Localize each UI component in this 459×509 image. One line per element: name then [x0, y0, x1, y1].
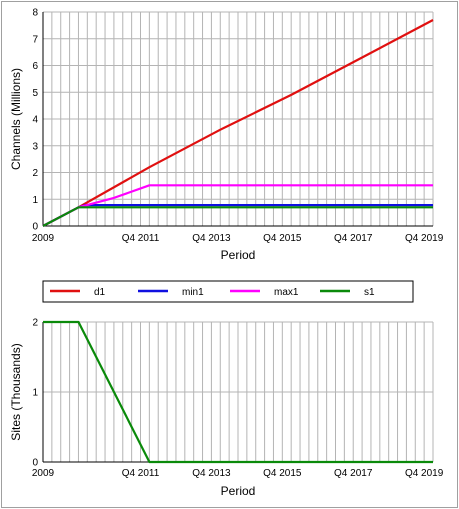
- x-tick-label: Q4 2011: [122, 468, 160, 479]
- y-tick-label: 2: [32, 318, 38, 329]
- series-line-s1: [42, 206, 433, 227]
- legend-box: [42, 280, 414, 303]
- y-tick-label: 7: [32, 34, 38, 45]
- y-tick-label: 0: [32, 458, 38, 469]
- y-axis-title: Sites (Thousands): [9, 343, 23, 440]
- legend-label-min1: min1: [182, 287, 204, 298]
- legend-label-max1: max1: [274, 287, 299, 298]
- x-tick-label: Q4 2015: [263, 468, 302, 479]
- legend-label-s1: s1: [364, 287, 375, 298]
- y-tick-label: 4: [32, 115, 38, 126]
- series-line-s1: [43, 320, 433, 464]
- chart-1: 0 1 2 3 4 5 6 7 8 2009 Q4 2011 Q4 2013 Q4 2015 Q4 201…: [9, 8, 444, 263]
- grid: [42, 11, 434, 227]
- legend: d1 min1 max1 s1: [42, 280, 414, 303]
- y-tick-label: 8: [32, 8, 38, 19]
- x-tick-label: 2009: [32, 468, 55, 479]
- x-tick-label: 2009: [32, 233, 55, 244]
- y-tick-label: 5: [32, 88, 38, 99]
- x-tick-label: Q4 2017: [334, 233, 373, 244]
- y-tick-label: 0: [32, 222, 38, 233]
- x-axis-title: Period: [221, 484, 256, 498]
- y-tick-label: 2: [32, 168, 38, 179]
- x-tick-label: Q4 2015: [263, 233, 302, 244]
- x-tick-label: Q4 2019: [405, 233, 444, 244]
- y-tick-label: 1: [32, 388, 38, 399]
- y-tick-label: 1: [32, 195, 38, 206]
- y-tick-label: 6: [32, 61, 38, 72]
- y-axis-title: Channels (Millions): [9, 68, 23, 170]
- x-tick-label: Q4 2013: [192, 468, 231, 479]
- x-tick-label: Q4 2011: [122, 233, 160, 244]
- x-tick-label: Q4 2019: [405, 468, 444, 479]
- legend-label-d1: d1: [94, 287, 106, 298]
- x-tick-label: Q4 2017: [334, 468, 373, 479]
- x-tick-label: Q4 2013: [192, 233, 231, 244]
- chart-2: 0 1 2 2009 Q4 2011 Q4 2013 Q4 2015 Q4 2017 Q4 20…: [9, 318, 444, 499]
- y-tick-label: 3: [32, 141, 38, 152]
- x-axis-title: Period: [221, 248, 256, 262]
